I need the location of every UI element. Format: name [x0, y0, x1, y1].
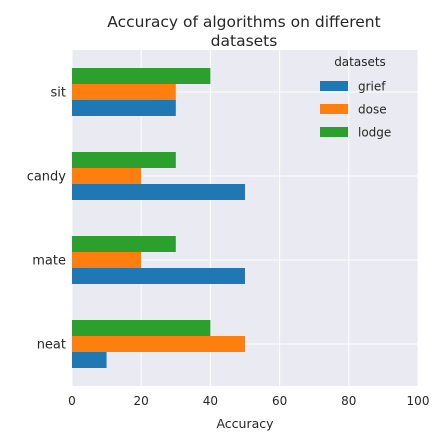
- category-label-sit: sit: [51, 86, 66, 101]
- bars: [72, 68, 245, 368]
- bar-mate-lodge: [72, 236, 176, 252]
- legend-title: datasets: [334, 55, 386, 69]
- legend-swatch-grief: [320, 81, 348, 91]
- category-label-neat: neat: [37, 338, 66, 353]
- legend-swatch-lodge: [320, 127, 348, 137]
- chart-title-line-2: datasets: [210, 32, 278, 50]
- bar-neat-dose: [72, 336, 245, 352]
- bar-mate-dose: [72, 252, 142, 268]
- bar-neat-lodge: [72, 320, 211, 336]
- x-tick-label-20: 20: [134, 394, 149, 408]
- legend-label-grief: grief: [358, 80, 386, 94]
- x-tick-label-0: 0: [68, 394, 76, 408]
- chart-title: Accuracy of algorithms on different data…: [20, 13, 448, 51]
- bar-candy-lodge: [72, 152, 176, 168]
- chart-title-line-1: Accuracy of algorithms on different: [107, 13, 381, 31]
- bar-neat-grief: [72, 352, 107, 368]
- legend-label-dose: dose: [358, 103, 387, 117]
- bar-candy-dose: [72, 168, 142, 184]
- bar-candy-grief: [72, 184, 245, 200]
- x-tick-label-80: 80: [341, 394, 356, 408]
- x-tick-label-100: 100: [407, 394, 430, 408]
- legend: datasets grief dose lodge: [320, 55, 391, 140]
- bar-sit-grief: [72, 100, 176, 116]
- x-tick-label-40: 40: [203, 394, 218, 408]
- x-tick-label-60: 60: [272, 394, 287, 408]
- x-tick-labels: 0 20 40 60 80 100: [68, 394, 429, 408]
- category-labels: neat mate candy sit: [27, 86, 67, 353]
- bar-mate-grief: [72, 268, 245, 284]
- category-label-mate: mate: [32, 254, 66, 269]
- bar-sit-dose: [72, 84, 176, 100]
- category-label-candy: candy: [27, 170, 67, 185]
- legend-swatch-dose: [320, 104, 348, 114]
- bar-sit-lodge: [72, 68, 211, 84]
- legend-label-lodge: lodge: [358, 126, 391, 140]
- x-axis-label: Accuracy: [216, 416, 274, 431]
